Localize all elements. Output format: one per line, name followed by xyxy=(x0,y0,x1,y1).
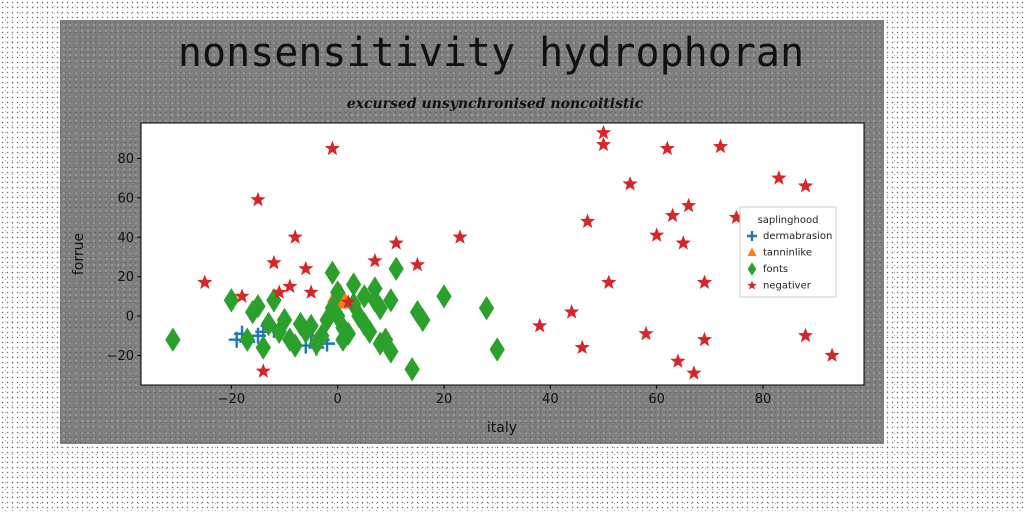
point-negativer xyxy=(298,260,314,276)
point-fonts xyxy=(436,284,452,309)
point-negativer xyxy=(574,339,590,354)
point-negativer xyxy=(728,209,744,224)
point-fonts xyxy=(383,339,399,364)
point-fonts xyxy=(287,333,303,358)
point-fonts xyxy=(478,296,495,321)
point-fonts xyxy=(356,284,372,309)
point-negativer xyxy=(696,331,713,347)
point-negativer xyxy=(696,274,713,289)
figure-canvas: nonsensitivity hydrophoran excursed unsy… xyxy=(60,20,884,444)
x-tick-label: 80 xyxy=(755,392,772,407)
point-negativer xyxy=(595,124,612,140)
point-negativer xyxy=(287,229,303,244)
legend-entry-dermabrasion: dermabrasion xyxy=(763,231,832,242)
x-axis-label: italy xyxy=(487,420,517,436)
point-negativer xyxy=(340,294,356,309)
legend-entry-negativer: negativer xyxy=(763,281,812,292)
x-tick-label: 60 xyxy=(648,392,665,407)
y-tick-label: 80 xyxy=(117,152,134,167)
point-negativer xyxy=(622,176,638,191)
point-negativer xyxy=(255,363,271,378)
point-negativer xyxy=(824,347,840,362)
point-negativer xyxy=(638,325,654,341)
point-fonts xyxy=(383,288,399,313)
point-negativer xyxy=(797,178,814,193)
point-negativer xyxy=(595,136,612,152)
point-fonts xyxy=(330,280,346,305)
point-negativer xyxy=(197,274,213,289)
point-negativer xyxy=(367,252,383,268)
point-negativer xyxy=(282,278,298,293)
point-fonts xyxy=(324,260,341,285)
point-negativer xyxy=(601,274,617,289)
point-negativer xyxy=(303,284,319,299)
legend: saplinghood dermabrasion tanninlike fonts n… xyxy=(739,206,837,298)
chart-title: nonsensitivity hydrophoran xyxy=(178,30,804,76)
point-negativer xyxy=(675,235,691,250)
point-negativer xyxy=(712,138,729,154)
scatter-chart: nonsensitivity hydrophoran excursed unsy… xyxy=(71,30,865,436)
point-negativer xyxy=(532,317,548,333)
point-negativer xyxy=(659,140,675,156)
y-tick-label: 20 xyxy=(117,270,134,285)
point-negativer xyxy=(665,207,681,223)
legend-entry-tanninlike: tanninlike xyxy=(763,248,812,259)
point-fonts xyxy=(372,296,388,321)
point-negativer xyxy=(266,254,282,270)
point-negativer xyxy=(324,140,340,156)
point-fonts xyxy=(276,307,293,333)
y-tick-label: −20 xyxy=(107,349,134,364)
point-fonts xyxy=(260,311,277,337)
legend-box xyxy=(739,206,837,298)
chart-subtitle: excursed unsynchronised noncoitistic xyxy=(347,96,644,112)
y-tick-label: 60 xyxy=(117,191,134,206)
legend-marker-negativer xyxy=(747,280,757,290)
y-tick-label: 0 xyxy=(126,310,134,325)
point-fonts xyxy=(404,357,420,382)
point-fonts xyxy=(255,335,271,360)
point-negativer xyxy=(670,353,686,368)
point-negativer xyxy=(234,288,250,303)
point-negativer xyxy=(580,213,596,228)
point-fonts xyxy=(388,256,404,281)
legend-title: saplinghood xyxy=(758,215,819,226)
legend-marker-dermabrasion xyxy=(747,231,757,241)
point-fonts xyxy=(345,272,362,297)
point-negativer xyxy=(649,227,665,242)
point-negativer xyxy=(564,304,580,319)
point-fonts xyxy=(489,337,505,362)
point-fonts xyxy=(239,327,255,352)
point-fonts xyxy=(271,319,287,344)
point-fonts xyxy=(340,321,356,346)
x-tick-label: 40 xyxy=(542,392,559,407)
point-negativer xyxy=(250,191,266,207)
point-negativer xyxy=(681,197,697,213)
legend-marker-tanninlike xyxy=(747,247,757,256)
y-axis-label: forrue xyxy=(71,233,87,275)
point-fonts xyxy=(298,319,314,344)
point-negativer xyxy=(771,170,787,185)
point-negativer xyxy=(271,284,287,299)
point-fonts xyxy=(250,294,266,319)
point-fonts xyxy=(361,319,378,344)
point-fonts xyxy=(314,323,330,348)
axis-ticks: −20 0 20 40 60 80 −20 0 20 40 60 80 xyxy=(107,152,772,407)
legend-entry-fonts: fonts xyxy=(763,264,788,275)
x-tick-label: −20 xyxy=(218,392,245,407)
point-negativer xyxy=(409,256,425,272)
point-fonts xyxy=(415,307,431,333)
x-tick-label: 20 xyxy=(436,392,453,407)
point-fonts xyxy=(335,327,351,352)
point-fonts xyxy=(356,311,372,337)
data-points xyxy=(165,124,840,382)
point-fonts xyxy=(165,327,181,352)
point-fonts xyxy=(303,313,319,339)
legend-marker-fonts xyxy=(747,262,757,276)
y-tick-label: 40 xyxy=(117,231,134,246)
point-negativer xyxy=(797,327,814,343)
point-negativer xyxy=(388,235,404,250)
x-tick-label: 0 xyxy=(334,392,342,407)
point-negativer xyxy=(686,365,702,380)
point-negativer xyxy=(452,229,468,244)
